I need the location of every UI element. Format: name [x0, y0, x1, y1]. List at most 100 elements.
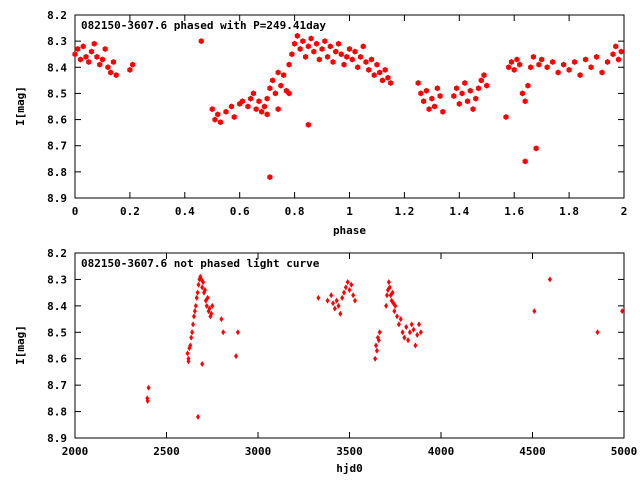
data-point [402, 334, 407, 341]
data-point [437, 93, 443, 100]
data-point [417, 321, 422, 328]
data-point [357, 53, 364, 60]
data-point [324, 53, 331, 60]
data-point [415, 331, 420, 338]
data-point [347, 287, 352, 293]
data-point [571, 59, 578, 66]
data-point [270, 77, 276, 84]
data-point [470, 106, 476, 113]
x-axis-label: hjd0 [336, 462, 363, 475]
data-point [264, 111, 270, 118]
data-point [517, 61, 523, 68]
data-point [94, 53, 100, 60]
y-tick-label: 8.7 [47, 379, 67, 392]
data-point [413, 342, 418, 349]
data-point [205, 294, 210, 301]
data-point [188, 342, 193, 349]
data-point [478, 77, 484, 84]
data-point [190, 329, 195, 336]
data-point [245, 103, 251, 110]
data-point [593, 53, 600, 60]
x-tick-label: 0.4 [175, 205, 195, 218]
data-point [374, 342, 379, 349]
data-point [396, 321, 401, 328]
x-tick-label: 1.4 [449, 205, 469, 218]
data-point [256, 98, 262, 105]
data-point [528, 64, 534, 71]
data-point [467, 87, 473, 94]
data-point [192, 308, 197, 315]
data-point [404, 324, 409, 330]
data-point [223, 108, 229, 115]
data-point [386, 279, 391, 286]
data-point [459, 90, 465, 97]
data-point [286, 90, 292, 97]
data-point [344, 53, 350, 60]
y-tick-label: 8.3 [47, 35, 67, 48]
y-tick-label: 8.8 [47, 166, 67, 179]
data-point [415, 79, 421, 86]
data-point [330, 59, 336, 66]
data-point [340, 294, 345, 301]
x-tick-label: 1.8 [559, 205, 579, 218]
data-point [105, 64, 111, 71]
data-point [75, 45, 81, 52]
data-point [525, 82, 531, 89]
y-tick-label: 8.7 [47, 140, 67, 153]
data-point [264, 95, 270, 102]
data-point [130, 61, 136, 68]
data-point [80, 43, 86, 50]
data-point [217, 119, 224, 126]
data-point [88, 48, 95, 55]
y-tick-label: 8.6 [47, 353, 67, 366]
data-point [440, 108, 446, 115]
phased-light-curve-panel: 0 0.2 0.4 0.6 0.8 1 1.2 1.4 1.6 1.8 2 8.2 8.3 8.4 8.5 8… [14, 9, 627, 237]
data-point [400, 329, 405, 336]
data-point [267, 85, 273, 92]
y-tick-label: 8.9 [47, 192, 67, 205]
data-point [343, 284, 348, 291]
data-point [544, 64, 550, 71]
data-point [204, 302, 209, 309]
data-point [349, 56, 355, 63]
data-point [316, 294, 321, 301]
x-tick-label: 2500 [153, 445, 180, 458]
data-point [539, 56, 545, 63]
data-point [272, 90, 278, 97]
data-point [390, 289, 395, 296]
data-point [297, 45, 303, 52]
data-point [349, 281, 354, 288]
data-point [355, 64, 361, 71]
data-point [409, 321, 414, 328]
data-point [371, 72, 377, 79]
y-tick-label: 8.5 [47, 326, 67, 339]
data-point [620, 308, 625, 315]
data-point [83, 53, 89, 60]
data-point [418, 329, 423, 336]
data-point [300, 38, 306, 45]
y-tick-label: 8.4 [47, 300, 67, 313]
data-point [191, 321, 196, 328]
data-point [376, 337, 381, 344]
data-point [311, 48, 317, 55]
data-point [313, 40, 320, 47]
data-point [302, 53, 309, 60]
data-point [191, 313, 196, 320]
data-point [99, 56, 106, 63]
data-point [423, 87, 429, 94]
data-point [327, 43, 333, 50]
data-point [113, 72, 119, 79]
data-point [72, 51, 78, 58]
data-point [91, 40, 97, 47]
data-point [267, 174, 273, 181]
data-point [200, 361, 205, 367]
data-point [294, 32, 300, 39]
data-point [316, 56, 322, 63]
data-point [346, 45, 353, 52]
data-point [434, 85, 440, 92]
data-point [456, 100, 462, 107]
data-point [582, 56, 589, 63]
data-point [464, 98, 471, 105]
y-tick-label: 8.8 [47, 406, 67, 419]
